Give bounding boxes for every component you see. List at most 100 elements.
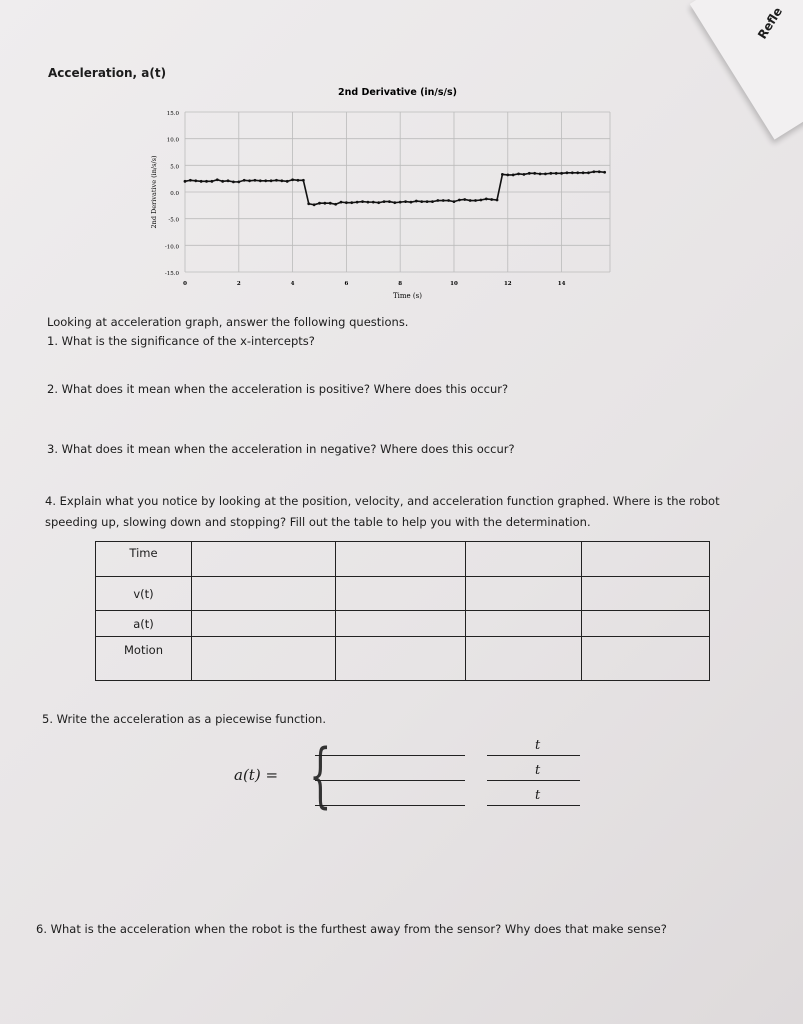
data-point <box>452 200 456 203</box>
data-point <box>597 170 601 174</box>
piecewise-expression-blank-1[interactable] <box>315 755 465 756</box>
table-row: v(t) <box>95 576 710 611</box>
data-point <box>210 179 214 183</box>
data-point <box>248 179 251 183</box>
data-point <box>183 179 187 183</box>
data-point <box>242 178 246 182</box>
data-point <box>377 201 381 205</box>
table-cell[interactable] <box>581 576 710 611</box>
data-point <box>431 200 434 203</box>
row-header-velocity: v(t) <box>95 576 192 611</box>
table-cell[interactable] <box>581 636 710 681</box>
table-cell[interactable] <box>335 636 466 681</box>
table-cell[interactable] <box>191 636 336 681</box>
data-point <box>436 199 440 202</box>
piecewise-domain-blank-2[interactable] <box>487 780 580 781</box>
data-point <box>592 170 596 174</box>
data-point <box>221 179 225 183</box>
data-point <box>565 171 569 175</box>
data-point <box>258 179 262 183</box>
data-point <box>533 171 537 175</box>
section-title: Acceleration, a(t) <box>48 66 167 80</box>
data-point <box>355 200 359 204</box>
data-point <box>264 179 268 183</box>
data-point <box>275 178 278 182</box>
data-point <box>447 199 451 202</box>
data-point <box>301 178 305 182</box>
table-cell[interactable] <box>191 541 336 577</box>
data-point <box>587 171 590 175</box>
data-point <box>544 172 547 176</box>
y-axis-label: 2nd Derivative (in/s/s) <box>150 155 158 228</box>
table-cell[interactable] <box>465 610 582 637</box>
table-row: a(t) <box>95 610 710 637</box>
data-point <box>388 200 391 203</box>
data-point <box>199 179 203 183</box>
x-tick-label: 0 <box>183 281 187 287</box>
piecewise-expression-blank-2[interactable] <box>315 780 465 781</box>
data-point <box>188 178 192 182</box>
data-point <box>237 180 241 184</box>
row-header-time: Time <box>95 541 192 577</box>
data-point <box>560 171 563 175</box>
series-line <box>184 170 605 206</box>
table-cell[interactable] <box>581 541 710 577</box>
data-point <box>194 179 198 183</box>
data-point <box>581 171 585 175</box>
piecewise-domain-blank-3[interactable] <box>487 805 580 806</box>
x-tick-label: 12 <box>504 281 512 287</box>
x-tick-label: 2 <box>237 281 241 287</box>
table-cell[interactable] <box>465 576 582 611</box>
table-cell[interactable] <box>335 576 466 611</box>
data-point <box>339 200 343 204</box>
table-cell[interactable] <box>581 610 710 637</box>
data-point <box>527 171 531 175</box>
table-cell[interactable] <box>335 610 466 637</box>
data-point <box>495 198 499 202</box>
data-point <box>538 172 542 176</box>
data-point <box>517 172 520 176</box>
data-point <box>457 198 461 202</box>
question-6: 6. What is the acceleration when the rob… <box>36 922 667 936</box>
data-point <box>501 173 504 176</box>
data-point <box>404 200 407 203</box>
data-point <box>484 197 488 201</box>
x-tick-label: 6 <box>344 281 348 287</box>
data-point <box>474 199 477 202</box>
y-tick-label: 5.0 <box>170 164 179 170</box>
x-tick-label: 8 <box>398 281 402 287</box>
acceleration-chart: 2nd Derivative (in/s/s) 15.0 10.0 5.0 0.0 -5.… <box>150 87 611 300</box>
data-point <box>576 171 580 175</box>
data-point <box>350 201 354 205</box>
row-header-motion: Motion <box>95 636 192 681</box>
table-cell[interactable] <box>335 541 466 577</box>
brace-icon: { <box>309 734 332 816</box>
data-point <box>215 178 219 182</box>
table-cell[interactable] <box>465 636 582 681</box>
data-point <box>511 173 515 177</box>
data-point <box>468 199 472 202</box>
data-point <box>463 198 467 201</box>
piecewise-expression-blank-3[interactable] <box>315 805 465 806</box>
data-point <box>549 171 553 175</box>
question-4-line-1: 4. Explain what you notice by looking at… <box>45 494 720 508</box>
data-point <box>232 180 235 184</box>
table-row: Time <box>95 541 710 577</box>
question-5: 5. Write the acceleration as a piecewise… <box>42 712 326 726</box>
piecewise-domain-blank-1[interactable] <box>487 755 580 756</box>
data-point <box>328 201 332 205</box>
data-point <box>522 173 526 176</box>
data-point <box>554 171 558 175</box>
table-cell[interactable] <box>191 576 336 611</box>
y-tick-label: -10.0 <box>165 244 180 250</box>
data-point <box>280 179 284 183</box>
y-tick-label: -5.0 <box>168 218 179 224</box>
data-point <box>366 200 370 204</box>
data-point <box>393 201 397 205</box>
table-cell[interactable] <box>191 610 336 637</box>
table-cell[interactable] <box>465 541 582 577</box>
question-4-line-2: speeding up, slowing down and stopping? … <box>45 515 591 529</box>
data-point <box>441 199 445 202</box>
y-tick-label: 15.0 <box>167 111 180 117</box>
